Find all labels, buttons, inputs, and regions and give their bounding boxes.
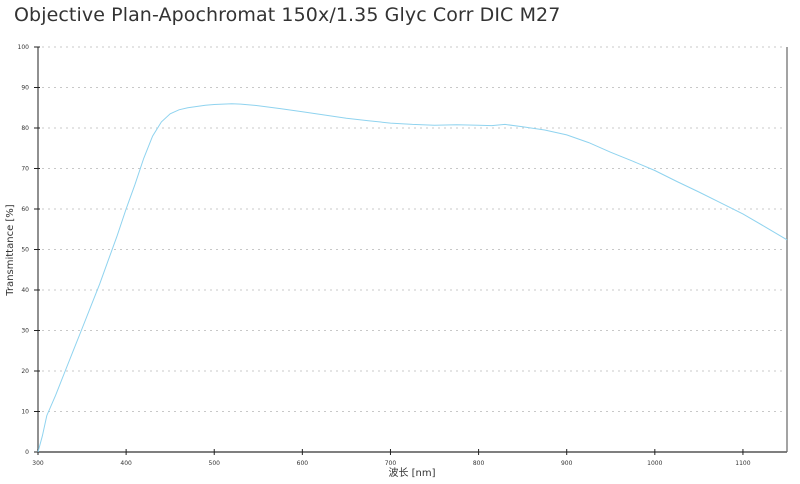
x-tick-label: 600 <box>297 460 309 467</box>
y-tick-label: 70 <box>21 166 29 173</box>
gridlines <box>42 46 784 412</box>
y-tick-label: 60 <box>21 206 29 213</box>
x-tick-label: 500 <box>209 460 221 467</box>
y-tick-label: 10 <box>21 409 29 416</box>
y-tick-label: 0 <box>25 449 29 456</box>
y-tick-label: 50 <box>21 247 29 254</box>
chart-title: Objective Plan-Apochromat 150x/1.35 Glyc… <box>14 4 561 26</box>
y-tick-label: 30 <box>21 328 29 335</box>
y-axis-label: Transmittance [%] <box>5 204 16 296</box>
y-tick-label: 80 <box>21 125 29 132</box>
y-axis: 0 10 20 30 40 50 60 70 80 90 100 <box>18 44 40 456</box>
y-tick-label: 20 <box>21 368 29 375</box>
x-tick-label: 1000 <box>647 460 662 467</box>
x-tick-label: 800 <box>473 460 485 467</box>
x-tick-label: 700 <box>385 460 397 467</box>
x-axis-label: 波长 [nm] <box>388 466 435 479</box>
x-tick-label: 300 <box>32 460 44 467</box>
x-tick-label: 400 <box>120 460 132 467</box>
y-tick-label: 90 <box>21 85 29 92</box>
x-tick-label: 1100 <box>735 460 750 467</box>
y-tick-label: 100 <box>18 44 30 51</box>
x-axis: 300 400 500 600 700 800 900 1000 1100 <box>32 449 787 467</box>
x-tick-label: 900 <box>561 460 573 467</box>
transmittance-curve <box>37 103 788 453</box>
y-tick-label: 40 <box>21 287 29 294</box>
